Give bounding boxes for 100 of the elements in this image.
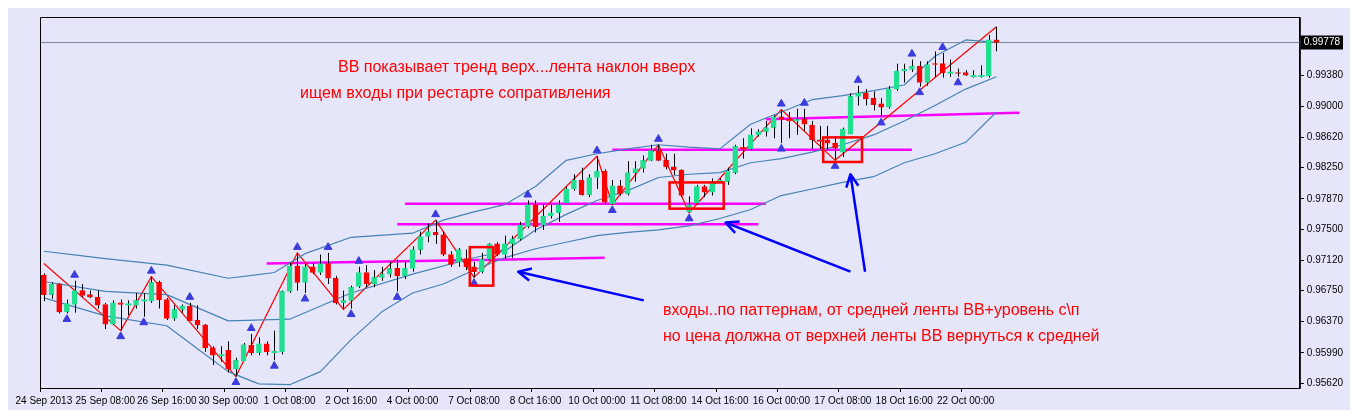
candlestick [878, 97, 885, 118]
annotation: входы..по паттернам, от средней ленты BB+уровень с\п [663, 301, 1080, 319]
x-tick-label: 7 Oct 08:00 [448, 394, 501, 406]
candlestick [202, 324, 208, 353]
candlestick [594, 155, 600, 190]
candlestick [609, 179, 616, 205]
candlestick [425, 222, 431, 243]
x-tick-label: 10 Oct 00:00 [568, 394, 627, 406]
y-tick-label: 0.96750 [1306, 284, 1344, 296]
y-tick-label: 0.98620 [1306, 131, 1344, 143]
candlestick [962, 69, 969, 76]
candlestick [179, 303, 185, 314]
x-tick-label: 17 Oct 08:00 [814, 394, 872, 406]
candlestick [801, 108, 808, 132]
candlestick [778, 109, 785, 144]
candlestick [87, 290, 93, 298]
candlestick [586, 173, 593, 198]
candlestick [133, 292, 139, 310]
x-tick-label: 11 Oct 08:00 [630, 394, 688, 406]
x-tick-label: 2 Oct 16:00 [325, 394, 378, 406]
point [300, 293, 310, 302]
annotation: BB показывает тренд верх...лента наклон вверх [338, 58, 696, 76]
candlestick [617, 179, 623, 197]
point [654, 134, 663, 142]
candlestick [355, 266, 362, 289]
candlestick [548, 204, 554, 219]
point [354, 256, 364, 264]
point [523, 189, 533, 198]
point [346, 309, 356, 318]
candlestick [117, 299, 124, 332]
x-tick-label: 8 Oct 16:00 [509, 394, 562, 406]
candlestick [325, 252, 331, 285]
x-tick-label: 25 Sep 08:00 [75, 394, 136, 406]
point [953, 77, 963, 86]
candlestick [855, 85, 861, 106]
candlestick [210, 345, 216, 366]
candlestick [624, 160, 631, 197]
point [139, 317, 149, 326]
candlestick [924, 60, 931, 87]
candlestick [501, 235, 508, 260]
candlestick [248, 333, 255, 356]
point [431, 209, 441, 218]
y-tick-label: 0.99380 [1306, 68, 1344, 80]
y-tick-label: 0.98250 [1306, 161, 1344, 173]
point [684, 213, 694, 222]
annotation: ищем входы при рестарте сопративления [300, 84, 611, 102]
point [231, 377, 241, 386]
point [776, 143, 786, 152]
point [799, 97, 809, 106]
point [185, 292, 195, 300]
candlestick [302, 263, 308, 294]
x-tick-label: 14 Oct 16:00 [691, 394, 749, 406]
y-tick-label: 0.97500 [1306, 222, 1344, 234]
candlestick [225, 340, 232, 373]
x-tick-label: 16 Oct 00:00 [752, 394, 811, 406]
point [915, 87, 924, 96]
x-tick-label: 26 Sep 16:00 [137, 394, 197, 406]
y-tick-label: 0.97120 [1306, 253, 1344, 265]
candlestick [256, 336, 262, 356]
candlestick [517, 221, 523, 242]
x-tick-label: 22 Oct 00:00 [937, 394, 995, 406]
candlestick [379, 266, 385, 282]
x-tick-label: 1 Oct 08:00 [263, 394, 316, 406]
candlestick [632, 160, 639, 183]
point [62, 314, 72, 322]
y-tick-label: 0.96370 [1306, 315, 1344, 327]
annotation: но цена должна от верхней ленты BB вернуться к средней [663, 327, 1100, 345]
candlestick [371, 269, 377, 288]
candlestick [786, 111, 792, 139]
candlestick [693, 184, 700, 206]
point [853, 75, 863, 83]
y-tick-label: 0.97870 [1306, 192, 1344, 204]
candlestick [886, 85, 892, 110]
candlestick [394, 258, 401, 292]
candlestick [448, 250, 454, 268]
candlestick [640, 154, 646, 174]
candlestick [809, 120, 815, 150]
x-tick-label: 24 Sep 2013 [15, 394, 73, 406]
x-tick-label: 30 Sep 00:00 [198, 394, 259, 406]
point [292, 242, 302, 250]
candlestick [79, 283, 86, 298]
candlestick [701, 184, 708, 198]
point [269, 360, 279, 369]
point [246, 323, 256, 331]
point [592, 145, 602, 154]
y-tick-label: 0.99000 [1306, 100, 1344, 112]
point [876, 117, 886, 126]
point [116, 331, 126, 340]
point [938, 42, 948, 51]
point [776, 98, 786, 107]
y-tick-label: 0.95620 [1306, 376, 1344, 388]
point [146, 265, 156, 274]
candlestick [163, 297, 170, 321]
ref-line-label: 0.99778 [1303, 36, 1341, 48]
candlestick [793, 108, 800, 136]
candlestick [455, 247, 462, 268]
candlestick [233, 357, 239, 378]
point [70, 269, 79, 278]
candlestick [816, 125, 823, 150]
candlestick [540, 204, 546, 231]
